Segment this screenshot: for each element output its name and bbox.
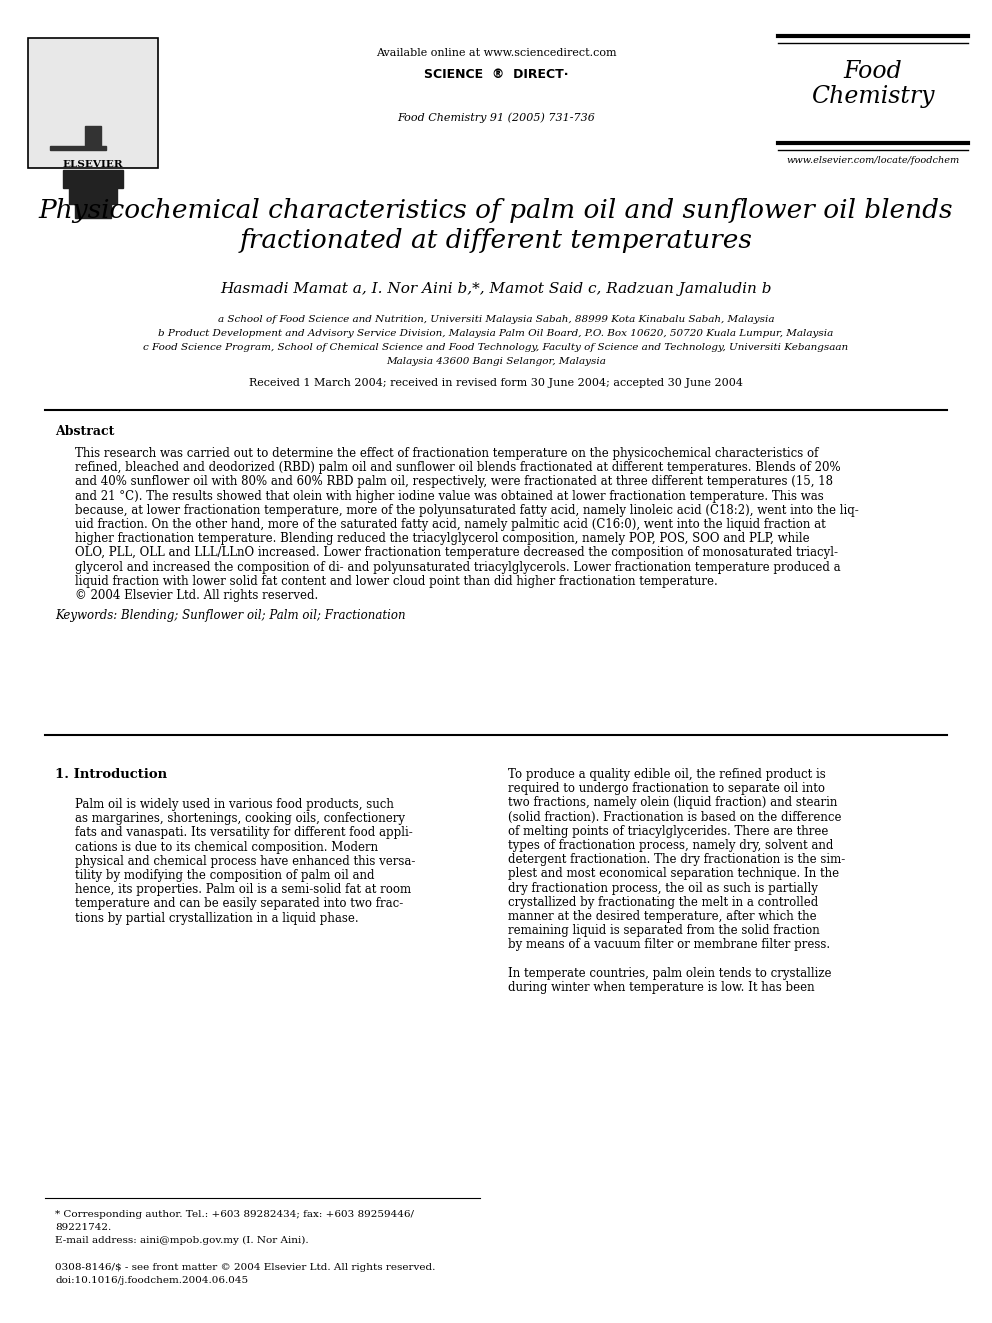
- Text: Received 1 March 2004; received in revised form 30 June 2004; accepted 30 June 2: Received 1 March 2004; received in revis…: [249, 378, 743, 388]
- Text: To produce a quality edible oil, the refined product is: To produce a quality edible oil, the ref…: [508, 767, 825, 781]
- Text: www.elsevier.com/locate/foodchem: www.elsevier.com/locate/foodchem: [787, 156, 959, 165]
- Bar: [28, 38, 158, 168]
- Text: Chemistry: Chemistry: [811, 85, 934, 108]
- Text: refined, bleached and deodorized (RBD) palm oil and sunflower oil blends fractio: refined, bleached and deodorized (RBD) p…: [75, 462, 840, 474]
- Text: physical and chemical process have enhanced this versa-: physical and chemical process have enhan…: [75, 855, 416, 868]
- Bar: [63, 169, 123, 188]
- Text: 1. Introduction: 1. Introduction: [55, 767, 167, 781]
- Text: cations is due to its chemical composition. Modern: cations is due to its chemical compositi…: [75, 840, 378, 853]
- Bar: [50, 146, 106, 149]
- Text: of melting points of triacylglycerides. There are three: of melting points of triacylglycerides. …: [508, 824, 828, 837]
- Text: * Corresponding author. Tel.: +603 89282434; fax: +603 89259446/: * Corresponding author. Tel.: +603 89282…: [55, 1211, 414, 1218]
- Text: tions by partial crystallization in a liquid phase.: tions by partial crystallization in a li…: [75, 912, 359, 925]
- Text: because, at lower fractionation temperature, more of the polyunsaturated fatty a: because, at lower fractionation temperat…: [75, 504, 859, 517]
- Text: two fractions, namely olein (liquid fraction) and stearin: two fractions, namely olein (liquid frac…: [508, 796, 837, 810]
- Text: manner at the desired temperature, after which the: manner at the desired temperature, after…: [508, 910, 816, 923]
- Text: b Product Development and Advisory Service Division, Malaysia Palm Oil Board, P.: b Product Development and Advisory Servi…: [159, 329, 833, 337]
- Text: This research was carried out to determine the effect of fractionation temperatu: This research was carried out to determi…: [75, 447, 818, 460]
- Text: detergent fractionation. The dry fractionation is the sim-: detergent fractionation. The dry fractio…: [508, 853, 845, 867]
- Text: Palm oil is widely used in various food products, such: Palm oil is widely used in various food …: [75, 798, 394, 811]
- Text: and 40% sunflower oil with 80% and 60% RBD palm oil, respectively, were fraction: and 40% sunflower oil with 80% and 60% R…: [75, 475, 833, 488]
- Text: Available online at www.sciencedirect.com: Available online at www.sciencedirect.co…: [376, 48, 616, 58]
- Text: a School of Food Science and Nutrition, Universiti Malaysia Sabah, 88999 Kota Ki: a School of Food Science and Nutrition, …: [218, 315, 774, 324]
- Text: Abstract: Abstract: [55, 425, 114, 438]
- Text: higher fractionation temperature. Blending reduced the triacylglycerol compositi: higher fractionation temperature. Blendi…: [75, 532, 809, 545]
- Text: Food Chemistry 91 (2005) 731-736: Food Chemistry 91 (2005) 731-736: [397, 112, 595, 123]
- Text: In temperate countries, palm olein tends to crystallize: In temperate countries, palm olein tends…: [508, 967, 831, 980]
- Text: as margarines, shortenings, cooking oils, confectionery: as margarines, shortenings, cooking oils…: [75, 812, 405, 826]
- Text: SCIENCE  ®  DIRECT·: SCIENCE ® DIRECT·: [424, 67, 568, 81]
- Bar: [85, 126, 101, 148]
- Text: fats and vanaspati. Its versatility for different food appli-: fats and vanaspati. Its versatility for …: [75, 827, 413, 839]
- Text: Physicochemical characteristics of palm oil and sunflower oil blends: Physicochemical characteristics of palm …: [39, 198, 953, 224]
- Text: (solid fraction). Fractionation is based on the difference: (solid fraction). Fractionation is based…: [508, 811, 841, 824]
- Text: doi:10.1016/j.foodchem.2004.06.045: doi:10.1016/j.foodchem.2004.06.045: [55, 1275, 248, 1285]
- Text: during winter when temperature is low. It has been: during winter when temperature is low. I…: [508, 980, 814, 994]
- Text: required to undergo fractionation to separate oil into: required to undergo fractionation to sep…: [508, 782, 825, 795]
- Text: 89221742.: 89221742.: [55, 1222, 111, 1232]
- Text: types of fractionation process, namely dry, solvent and: types of fractionation process, namely d…: [508, 839, 833, 852]
- Text: OLO, PLL, OLL and LLL/LLnO increased. Lower fractionation temperature decreased : OLO, PLL, OLL and LLL/LLnO increased. Lo…: [75, 546, 838, 560]
- Text: liquid fraction with lower solid fat content and lower cloud point than did high: liquid fraction with lower solid fat con…: [75, 574, 718, 587]
- Text: and 21 °C). The results showed that olein with higher iodine value was obtained : and 21 °C). The results showed that olei…: [75, 490, 823, 503]
- Text: plest and most economical separation technique. In the: plest and most economical separation tec…: [508, 868, 839, 880]
- Bar: [75, 204, 111, 218]
- Text: ELSEVIER: ELSEVIER: [62, 160, 123, 169]
- Text: c Food Science Program, School of Chemical Science and Food Technology, Faculty : c Food Science Program, School of Chemic…: [144, 343, 848, 352]
- Text: uid fraction. On the other hand, more of the saturated fatty acid, namely palmit: uid fraction. On the other hand, more of…: [75, 519, 825, 531]
- Text: dry fractionation process, the oil as such is partially: dry fractionation process, the oil as su…: [508, 881, 817, 894]
- Text: remaining liquid is separated from the solid fraction: remaining liquid is separated from the s…: [508, 925, 819, 937]
- Text: E-mail address: aini@mpob.gov.my (I. Nor Aini).: E-mail address: aini@mpob.gov.my (I. Nor…: [55, 1236, 309, 1245]
- Text: temperature and can be easily separated into two frac-: temperature and can be easily separated …: [75, 897, 404, 910]
- Text: Keywords: Blending; Sunflower oil; Palm oil; Fractionation: Keywords: Blending; Sunflower oil; Palm …: [55, 609, 406, 622]
- Text: fractionated at different temperatures: fractionated at different temperatures: [239, 228, 753, 253]
- Text: Malaysia 43600 Bangi Selangor, Malaysia: Malaysia 43600 Bangi Selangor, Malaysia: [386, 357, 606, 366]
- Bar: [69, 188, 117, 204]
- Text: crystallized by fractionating the melt in a controlled: crystallized by fractionating the melt i…: [508, 896, 818, 909]
- Text: 0308-8146/$ - see front matter © 2004 Elsevier Ltd. All rights reserved.: 0308-8146/$ - see front matter © 2004 El…: [55, 1263, 435, 1271]
- Text: glycerol and increased the composition of di- and polyunsaturated triacylglycero: glycerol and increased the composition o…: [75, 561, 840, 574]
- Text: Food: Food: [843, 60, 903, 83]
- Text: tility by modifying the composition of palm oil and: tility by modifying the composition of p…: [75, 869, 375, 882]
- Text: by means of a vacuum filter or membrane filter press.: by means of a vacuum filter or membrane …: [508, 938, 830, 951]
- Text: Hasmadi Mamat a, I. Nor Aini b,*, Mamot Said c, Radzuan Jamaludin b: Hasmadi Mamat a, I. Nor Aini b,*, Mamot …: [220, 282, 772, 296]
- Text: hence, its properties. Palm oil is a semi-solid fat at room: hence, its properties. Palm oil is a sem…: [75, 884, 411, 896]
- Text: © 2004 Elsevier Ltd. All rights reserved.: © 2004 Elsevier Ltd. All rights reserved…: [75, 589, 318, 602]
